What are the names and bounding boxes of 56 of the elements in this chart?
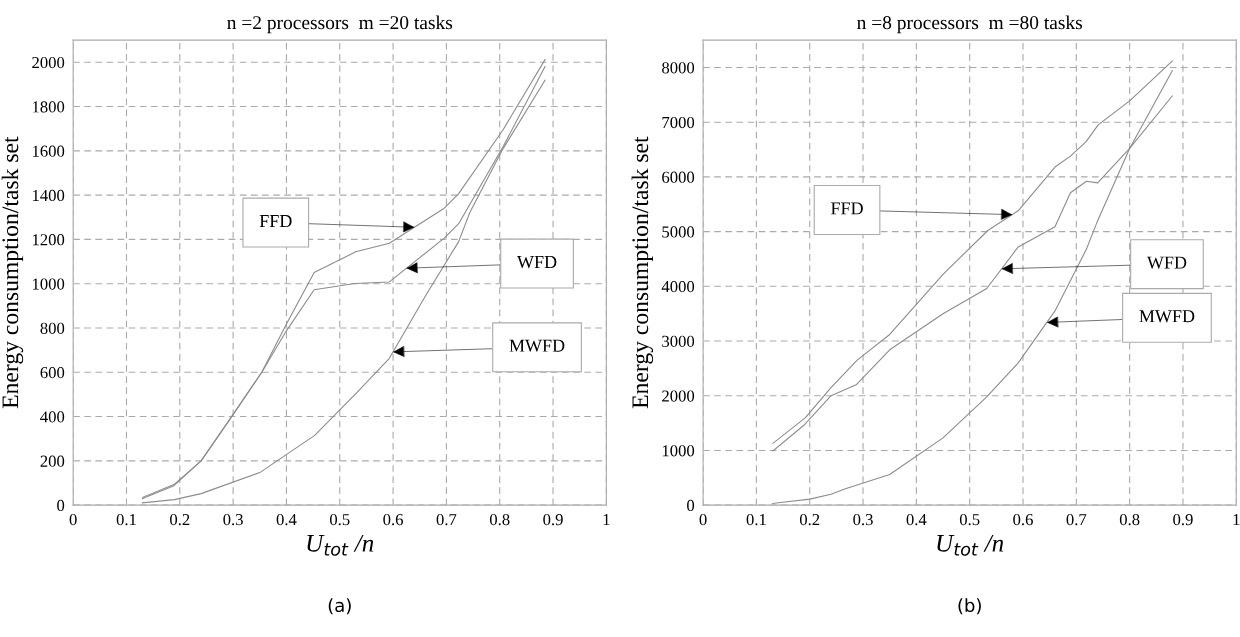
y-tick-label: 8000 — [662, 62, 695, 74]
y-tick-label: 6000 — [662, 171, 695, 183]
x-tick-label: 1 — [1233, 514, 1240, 526]
x-tick-label: 0 — [69, 513, 77, 526]
x-tick-label: 0.9 — [543, 513, 563, 526]
x-tick-label: 0.9 — [1173, 513, 1193, 526]
y-tick-label: 1000 — [32, 278, 65, 290]
text: (b) — [958, 598, 981, 615]
y-axis-title: Energy consumption/task set — [631, 136, 654, 409]
x-tick-label: 0.3 — [223, 513, 243, 526]
y-tick-label: 1000 — [662, 445, 695, 457]
y-tick-label: 7000 — [662, 116, 695, 129]
y-tick-label: 0 — [687, 499, 695, 512]
x-axis-title: U$_{tot}$ /n — [307, 534, 374, 556]
x-tick-label: 0.4 — [276, 513, 297, 526]
x-tick-label: 0.5 — [959, 513, 980, 526]
x-tick-label: 0.1 — [746, 513, 766, 526]
x-tick-label: 0.5 — [329, 513, 350, 526]
x-tick-label: 0.7 — [1066, 513, 1087, 526]
x-tick-label: 0.6 — [383, 513, 403, 526]
x-tick-label: 0.2 — [799, 513, 820, 526]
y-tick-label: 200 — [40, 455, 65, 467]
y-tick-label: 2000 — [662, 390, 695, 402]
y-tick-label: 1600 — [32, 145, 65, 157]
annotation: WFD — [1146, 256, 1187, 269]
x-tick-label: 0.7 — [436, 513, 457, 526]
y-tick-label: 4000 — [661, 281, 695, 293]
chart-title: n =8 processors m =80 tasks — [857, 15, 1083, 34]
x-tick-label: 0.4 — [906, 513, 927, 526]
y-tick-label: 600 — [40, 366, 65, 379]
x-tick-label: 0.1 — [116, 513, 136, 526]
y-tick-label: 800 — [40, 322, 65, 334]
x-tick-label: 0.6 — [1013, 513, 1033, 526]
annotation: MWFD — [1139, 310, 1195, 323]
y-tick-label: 3000 — [662, 335, 695, 347]
annotation: MWFD — [509, 339, 565, 352]
x-tick-label: 0.8 — [1119, 513, 1140, 526]
y-tick-label: 1800 — [32, 101, 65, 113]
x-tick-label: 0 — [699, 513, 707, 526]
x-tick-label: 1 — [603, 514, 610, 526]
y-tick-label: 1200 — [32, 234, 65, 246]
annotation: FFD — [831, 202, 863, 215]
y-tick-label: 1400 — [32, 189, 65, 202]
chart-title: n =2 processors m =20 tasks — [227, 15, 453, 34]
y-tick-label: 2000 — [32, 56, 65, 69]
x-axis-title: U$_{tot}$ /n — [937, 534, 1004, 556]
x-tick-label: 0.3 — [853, 513, 873, 526]
y-axis-title: Energy consumption/task set — [1, 136, 24, 409]
annotation: WFD — [517, 256, 557, 269]
annotation: FFD — [259, 215, 292, 227]
text: (a) — [328, 598, 351, 615]
y-tick-label: 400 — [40, 411, 65, 423]
x-tick-label: 0.2 — [170, 513, 190, 526]
y-tick-label: 5000 — [662, 226, 695, 238]
x-tick-label: 0.8 — [489, 513, 510, 526]
y-tick-label: 0 — [57, 499, 65, 512]
